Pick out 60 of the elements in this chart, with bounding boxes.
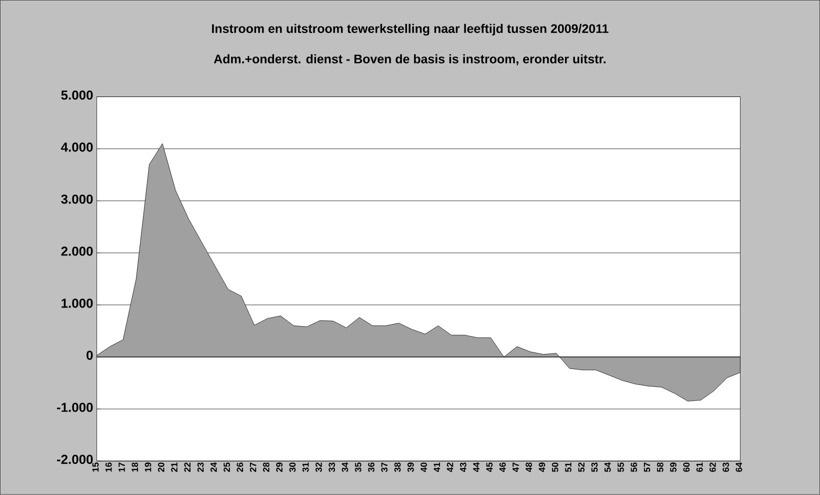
x-tick-label: 55 bbox=[618, 462, 624, 472]
x-tick-label: 58 bbox=[656, 462, 664, 472]
x-tick-label: 53 bbox=[591, 462, 598, 472]
x-tick-label: 57 bbox=[644, 462, 650, 472]
x-tick-label: 41 bbox=[434, 462, 440, 472]
x-tick-label: 48 bbox=[526, 462, 532, 472]
y-tick-label: 2.000 bbox=[61, 246, 93, 256]
x-tick-label: 61 bbox=[696, 462, 703, 472]
x-tick-label: 42 bbox=[446, 462, 454, 472]
x-tick-label: 43 bbox=[460, 462, 466, 472]
x-tick-label: 44 bbox=[473, 462, 480, 472]
x-tick-label: 32 bbox=[316, 462, 322, 472]
x-tick-label: 63 bbox=[722, 462, 730, 472]
x-tick-label: 18 bbox=[132, 462, 138, 472]
x-tick-label: 46 bbox=[499, 462, 506, 472]
x-tick-label: 47 bbox=[512, 462, 519, 472]
x-tick-label: 15 bbox=[92, 462, 99, 472]
y-tick-label: -2.000 bbox=[57, 454, 93, 464]
x-tick-label: 37 bbox=[381, 462, 388, 472]
x-tick-label: 64 bbox=[736, 462, 742, 472]
x-tick-label: 39 bbox=[407, 462, 414, 472]
x-tick-label: 49 bbox=[538, 462, 546, 472]
x-tick-label: 21 bbox=[171, 462, 178, 472]
y-tick-label: 4.000 bbox=[61, 142, 93, 152]
x-tick-label: 59 bbox=[670, 462, 676, 472]
x-tick-label: 27 bbox=[250, 462, 256, 472]
chart-title: Instroom en uitstroom tewerkstelling naar leeftijd tussen 2009/2011 bbox=[212, 24, 608, 36]
y-tick-label: 1.000 bbox=[62, 298, 93, 308]
x-tick-label: 23 bbox=[197, 462, 204, 472]
x-tick-label: 25 bbox=[224, 462, 230, 472]
y-tick-label: 0 bbox=[86, 350, 93, 360]
x-tick-label: 50 bbox=[552, 462, 558, 472]
x-tick-label: 34 bbox=[342, 462, 348, 472]
x-tick-label: 33 bbox=[328, 462, 336, 472]
y-tick-label: 3.000 bbox=[61, 194, 93, 204]
x-tick-label: 30 bbox=[289, 462, 296, 472]
x-tick-label: 16 bbox=[105, 462, 112, 472]
x-tick-label: 31 bbox=[302, 462, 309, 472]
chart-subtitle: Adm.+onderst. dienst - Boven de basis is instroom, eronder uitstr. bbox=[214, 54, 606, 66]
x-tick-label: 24 bbox=[210, 462, 217, 472]
x-tick-label: 56 bbox=[630, 462, 638, 472]
x-tick-label: 17 bbox=[118, 462, 125, 472]
x-tick-label: 26 bbox=[236, 462, 244, 472]
x-tick-label: 62 bbox=[710, 462, 716, 472]
x-tick-label: 54 bbox=[604, 462, 611, 472]
x-tick-label: 38 bbox=[394, 462, 401, 472]
x-tick-label: 22 bbox=[184, 462, 190, 472]
x-tick-label: 40 bbox=[420, 462, 427, 472]
y-tick-label: 5.000 bbox=[61, 90, 93, 100]
x-tick-label: 52 bbox=[578, 462, 585, 472]
y-tick-label: -1.000 bbox=[57, 402, 93, 412]
x-tick-label: 19 bbox=[144, 462, 152, 472]
x-tick-label: 28 bbox=[263, 462, 270, 472]
x-tick-label: 51 bbox=[565, 462, 572, 472]
x-tick-label: 45 bbox=[486, 462, 493, 472]
x-tick-label: 36 bbox=[368, 462, 374, 472]
x-tick-label: 20 bbox=[158, 462, 164, 472]
x-tick-label: 60 bbox=[683, 462, 690, 472]
x-tick-label: 29 bbox=[276, 462, 283, 472]
x-tick-label: 35 bbox=[354, 462, 362, 472]
